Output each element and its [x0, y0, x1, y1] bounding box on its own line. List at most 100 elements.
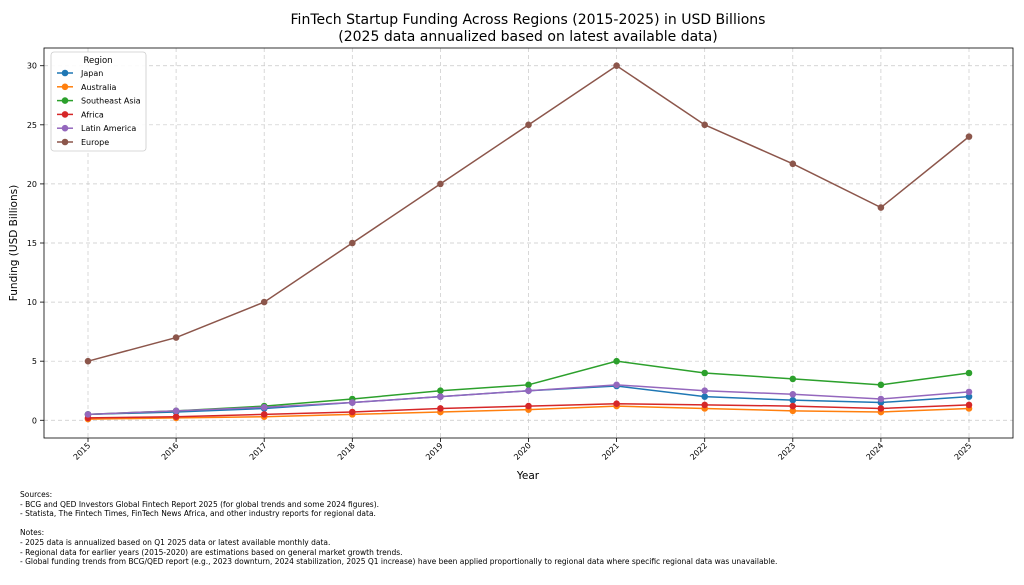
note-line: - Global funding trends from BCG/QED rep…: [20, 557, 778, 567]
x-tick-label: 2019: [424, 441, 445, 462]
data-point-japan: [789, 396, 797, 404]
x-tick-label: 2025: [953, 441, 974, 462]
data-point-europe: [525, 121, 532, 129]
data-point-europe: [613, 62, 620, 70]
legend-item-latin-america: Latin America: [57, 124, 136, 133]
data-point-europe: [789, 160, 797, 168]
y-axis-label: Funding (USD Billions): [8, 185, 20, 301]
x-tick-label: 2015: [72, 441, 93, 462]
note-line: - 2025 data is annualized based on Q1 20…: [20, 537, 331, 547]
data-point-latin-america: [349, 399, 356, 406]
data-point-japan: [965, 393, 973, 400]
x-tick-label: 2020: [512, 441, 533, 462]
y-tick-label: 10: [27, 298, 37, 307]
data-point-europe: [877, 204, 885, 211]
legend-label: Japan: [80, 69, 103, 78]
x-tick-label: 2021: [600, 441, 621, 462]
data-point-europe: [84, 357, 92, 365]
data-point-africa: [701, 401, 708, 409]
data-point-europe: [965, 133, 973, 140]
data-point-latin-america: [172, 407, 180, 415]
y-tick-label: 15: [27, 239, 37, 248]
legend-item-japan: Japan: [57, 69, 103, 78]
x-tick-label: 2016: [160, 441, 181, 462]
data-point-southeast-asia: [789, 375, 797, 383]
data-point-africa: [965, 401, 973, 409]
data-point-latin-america: [525, 387, 532, 395]
legend-label: Europe: [81, 138, 109, 147]
note-line: - Regional data for earlier years (2015-…: [20, 547, 403, 557]
grid: [44, 48, 1013, 438]
data-point-europe: [172, 334, 180, 341]
series-europe: [84, 62, 973, 365]
legend-item-southeast-asia: Southeast Asia: [57, 97, 141, 106]
legend-marker: [61, 97, 69, 104]
data-point-latin-america: [613, 381, 620, 389]
source-line: - Statista, The Fintech Times, FinTech N…: [20, 509, 376, 519]
data-point-latin-america: [260, 403, 268, 411]
legend-marker: [61, 111, 69, 118]
legend-marker: [61, 83, 69, 91]
data-point-africa: [172, 413, 180, 421]
y-axis: 0 5 10 15 20 25 30: [27, 62, 44, 425]
legend-label: Southeast Asia: [81, 97, 141, 106]
x-axis: 2015 2016 2017 2018 2019 2020 2021 2022 2023 2024…: [72, 438, 974, 462]
data-point-africa: [437, 405, 444, 412]
data-point-latin-america: [789, 390, 797, 398]
data-point-latin-america: [965, 388, 973, 396]
x-tick-label: 2018: [336, 441, 357, 462]
series-layer: [84, 62, 973, 423]
data-point-latin-america: [437, 393, 444, 400]
series-latin-america: [84, 381, 973, 418]
y-tick-label: 20: [27, 180, 37, 189]
y-tick-label: 30: [27, 62, 37, 71]
x-tick-label: 2017: [248, 441, 269, 462]
data-point-southeast-asia: [525, 381, 532, 389]
data-point-southeast-asia: [613, 357, 620, 365]
legend: Region Japan Australia Southeast Asia Afric…: [50, 51, 147, 152]
data-point-africa: [789, 402, 797, 410]
legend-marker: [61, 138, 69, 146]
data-point-latin-america: [701, 387, 708, 395]
legend-marker: [61, 69, 69, 77]
notes-header: Notes:: [20, 528, 45, 538]
legend-item-australia: Australia: [57, 83, 116, 92]
legend-label: Africa: [81, 110, 104, 119]
y-tick-label: 25: [27, 121, 37, 130]
legend-label: Latin America: [81, 124, 136, 133]
data-point-europe: [260, 298, 268, 306]
data-point-africa: [613, 400, 620, 408]
legend-box: [50, 51, 147, 152]
legend-marker: [61, 124, 69, 132]
x-axis-label: Year: [516, 470, 540, 482]
x-tick-label: 2023: [776, 441, 797, 462]
data-point-southeast-asia: [877, 381, 885, 389]
data-point-europe: [701, 121, 708, 129]
data-point-africa: [349, 408, 356, 416]
legend-title: Region: [83, 56, 112, 66]
y-tick-label: 5: [32, 357, 37, 366]
data-point-europe: [349, 239, 356, 247]
data-point-latin-america: [84, 411, 92, 418]
data-point-africa: [260, 411, 268, 418]
x-tick-label: 2024: [865, 441, 886, 462]
x-tick-label: 2022: [688, 441, 709, 462]
data-point-europe: [437, 180, 444, 188]
chart-title: FinTech Startup Funding Across Regions (…: [291, 12, 766, 28]
data-point-southeast-asia: [437, 387, 444, 395]
source-line: - BCG and QED Investors Global Fintech R…: [20, 499, 380, 509]
data-point-japan: [701, 393, 708, 400]
y-tick-label: 0: [32, 416, 37, 425]
data-point-australia: [789, 407, 797, 415]
data-point-latin-america: [877, 395, 885, 403]
data-point-africa: [525, 402, 532, 410]
legend-label: Australia: [81, 83, 116, 92]
chart-subtitle: (2025 data annualized based on latest av…: [338, 29, 717, 45]
series-africa: [84, 400, 973, 422]
legend-item-europe: Europe: [57, 138, 109, 147]
line-chart: FinTech Startup Funding Across Regions (…: [8, 12, 1014, 482]
legend-item-africa: Africa: [57, 110, 104, 119]
data-point-southeast-asia: [701, 369, 708, 377]
data-point-southeast-asia: [965, 369, 973, 377]
sources-header: Sources:: [20, 490, 53, 499]
